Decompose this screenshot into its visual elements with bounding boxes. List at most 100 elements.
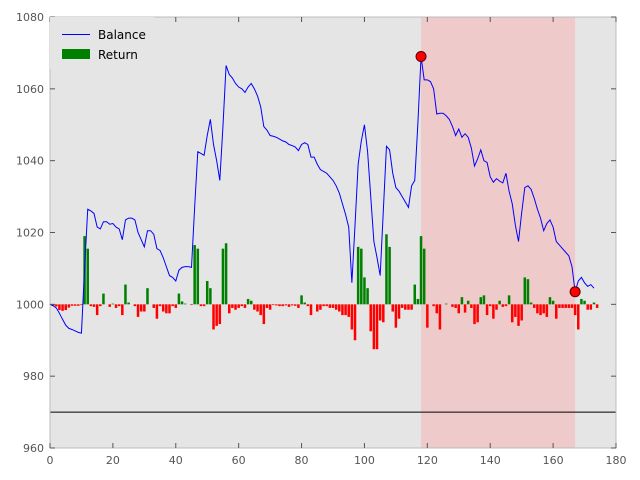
return-bar <box>215 304 218 326</box>
legend: Balance Return <box>50 17 154 69</box>
return-bar <box>558 304 561 308</box>
return-bar <box>287 304 291 307</box>
return-bar <box>432 304 435 307</box>
y-tick-label: 1080 <box>16 11 44 24</box>
return-bar <box>155 304 159 319</box>
return-bar <box>504 304 508 307</box>
return-bar <box>275 304 278 306</box>
return-bar <box>536 304 539 314</box>
return-bar <box>322 304 325 307</box>
return-bar <box>165 304 168 314</box>
return-bar <box>495 304 498 310</box>
return-bar <box>193 245 196 305</box>
return-bar <box>460 297 464 305</box>
return-bar <box>73 304 77 306</box>
return-bar <box>70 304 74 306</box>
return-bar <box>209 288 212 305</box>
return-bar <box>567 304 571 308</box>
return-bar <box>520 304 523 321</box>
markers <box>415 51 581 298</box>
return-bar <box>372 304 376 350</box>
return-bar <box>205 280 209 305</box>
return-bar <box>514 304 517 317</box>
return-bar <box>532 304 536 308</box>
return-bar <box>344 304 347 316</box>
return-bar <box>347 304 350 317</box>
return-bar <box>89 304 93 307</box>
return-bar <box>404 304 407 310</box>
return-bar <box>278 304 281 307</box>
return-bar <box>161 304 165 312</box>
return-bar <box>64 304 67 311</box>
legend-balance-label: Balance <box>98 28 146 42</box>
return-bar <box>548 297 552 305</box>
plot-background <box>50 17 616 448</box>
return-bar <box>152 304 156 308</box>
return-bar <box>237 304 240 308</box>
return-bar <box>595 304 599 308</box>
return-bar <box>117 304 121 307</box>
return-bar <box>51 304 55 306</box>
return-bar <box>281 304 284 307</box>
return-bar <box>498 300 501 305</box>
return-bar <box>196 248 200 305</box>
return-bar <box>466 300 470 305</box>
return-bar <box>422 248 426 305</box>
return-bar <box>350 304 354 330</box>
return-bar <box>554 304 558 319</box>
return-bar <box>580 298 583 305</box>
return-bar <box>127 302 130 305</box>
return-bar <box>551 300 555 305</box>
y-tick-label: 1020 <box>16 227 44 240</box>
return-bar <box>199 304 203 307</box>
legend-bar-swatch <box>62 49 90 59</box>
y-tick-label: 960 <box>23 442 44 455</box>
return-bar <box>473 304 476 325</box>
x-tick-label: 100 <box>354 454 375 467</box>
return-bar <box>526 279 530 305</box>
return-bar <box>190 304 193 306</box>
return-bar <box>366 288 369 305</box>
return-bar <box>492 304 495 319</box>
return-bar <box>328 304 332 308</box>
return-bar <box>539 304 542 316</box>
return-bar <box>80 304 83 306</box>
return-bar <box>102 293 105 305</box>
return-bar <box>488 304 492 307</box>
return-bar <box>177 293 181 305</box>
return-bar <box>86 248 89 305</box>
return-bar <box>479 297 483 305</box>
return-bar <box>454 304 457 308</box>
return-bar <box>325 304 328 307</box>
return-bar <box>561 304 564 308</box>
return-bar <box>290 304 294 306</box>
legend-return-label: Return <box>98 48 138 62</box>
return-bar <box>309 304 313 316</box>
return-bar <box>300 295 303 305</box>
return-bar <box>385 234 388 305</box>
return-bar <box>363 277 366 305</box>
return-bar <box>407 304 410 310</box>
return-bar <box>61 304 64 311</box>
return-bar <box>136 304 140 317</box>
return-bar <box>586 304 589 310</box>
return-bar <box>451 304 454 307</box>
return-bar <box>507 295 511 305</box>
return-bar <box>95 304 99 316</box>
return-bar <box>438 304 442 330</box>
x-tick-label: 180 <box>606 454 627 467</box>
return-bar <box>394 304 398 328</box>
return-bar <box>231 304 234 308</box>
x-tick-label: 80 <box>295 454 309 467</box>
y-tick-label: 1000 <box>16 298 44 311</box>
return-bar <box>388 246 391 305</box>
return-bar <box>202 304 206 307</box>
return-bar <box>410 304 413 310</box>
return-bar <box>391 304 395 312</box>
return-bar <box>271 304 275 306</box>
return-bar <box>523 277 527 305</box>
return-bar <box>542 304 545 314</box>
x-tick-label: 40 <box>169 454 183 467</box>
x-tick-label: 120 <box>417 454 438 467</box>
